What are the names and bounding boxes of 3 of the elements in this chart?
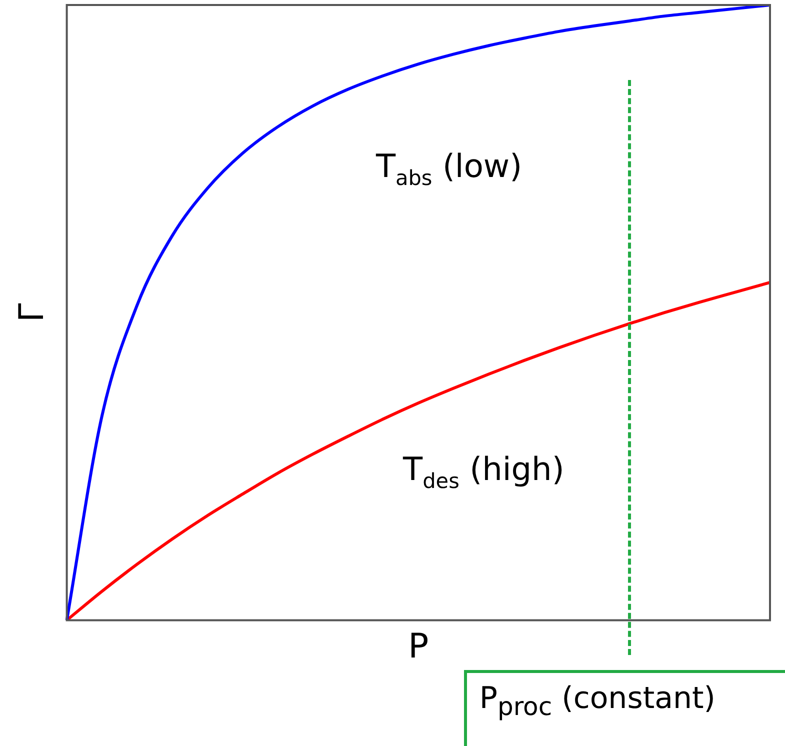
x-axis-title: P: [408, 626, 429, 666]
y-axis-title: Γ: [12, 303, 52, 322]
note-box: P$_{proc}$ (constant): [464, 670, 785, 746]
